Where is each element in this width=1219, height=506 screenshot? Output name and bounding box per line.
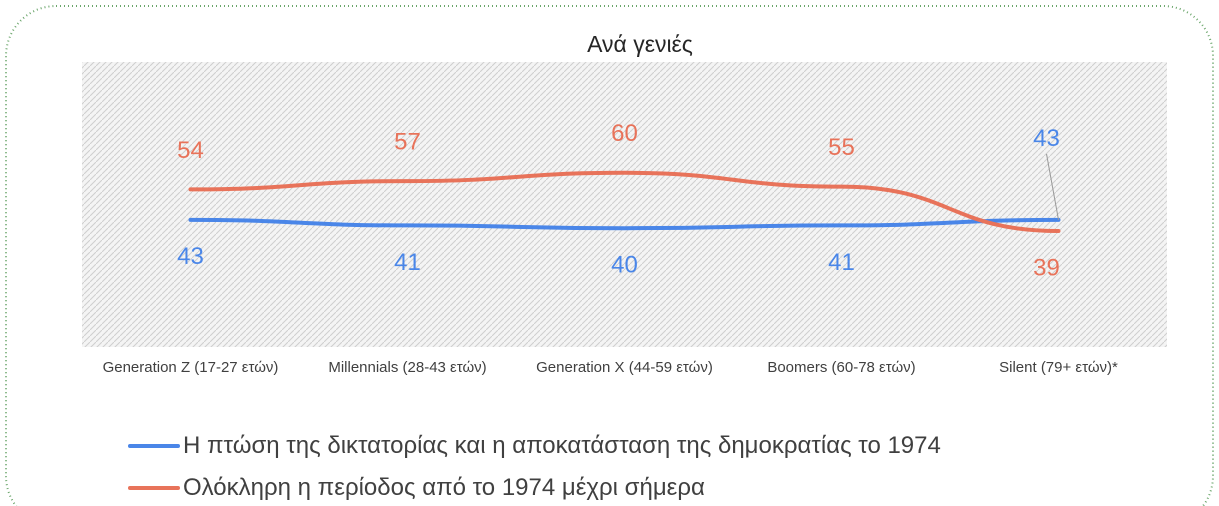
data-label: 55 [828,134,855,161]
x-tick-label: Millennials (28-43 ετών) [328,359,487,376]
data-label: 40 [611,252,638,279]
data-label: 60 [611,120,638,147]
legend-label: Ολόκληρη η περίοδος από το 1974 μέχρι σή… [183,474,705,501]
chart-title: Ανά γενιές [587,31,693,57]
legend-entry: Ολόκληρη η περίοδος από το 1974 μέχρι σή… [128,474,705,502]
plot-area [82,62,1167,347]
data-label: 57 [394,128,421,155]
x-tick-label: Boomers (60-78 ετών) [767,359,916,376]
series-line [188,217,1061,231]
leader-line [1046,153,1059,220]
legend-label: Η πτώση της δικτατορίας και η αποκατάστα… [183,432,941,459]
x-tick-label: Generation Z (17-27 ετών) [102,359,279,376]
data-label: 43 [177,243,204,270]
series-line [188,170,1061,233]
legend-swatch [128,444,180,448]
legend-swatch [128,486,180,490]
legend-entry: Η πτώση της δικτατορίας και η αποκατάστα… [128,432,941,460]
data-label: 39 [1033,254,1060,281]
x-tick-label: Generation X (44-59 ετών) [536,359,713,376]
data-label: 41 [394,249,421,276]
data-label: 43 [1033,125,1060,152]
data-label: 41 [828,249,855,276]
x-tick-label: Silent (79+ ετών)* [999,359,1118,376]
data-label: 54 [177,137,204,164]
